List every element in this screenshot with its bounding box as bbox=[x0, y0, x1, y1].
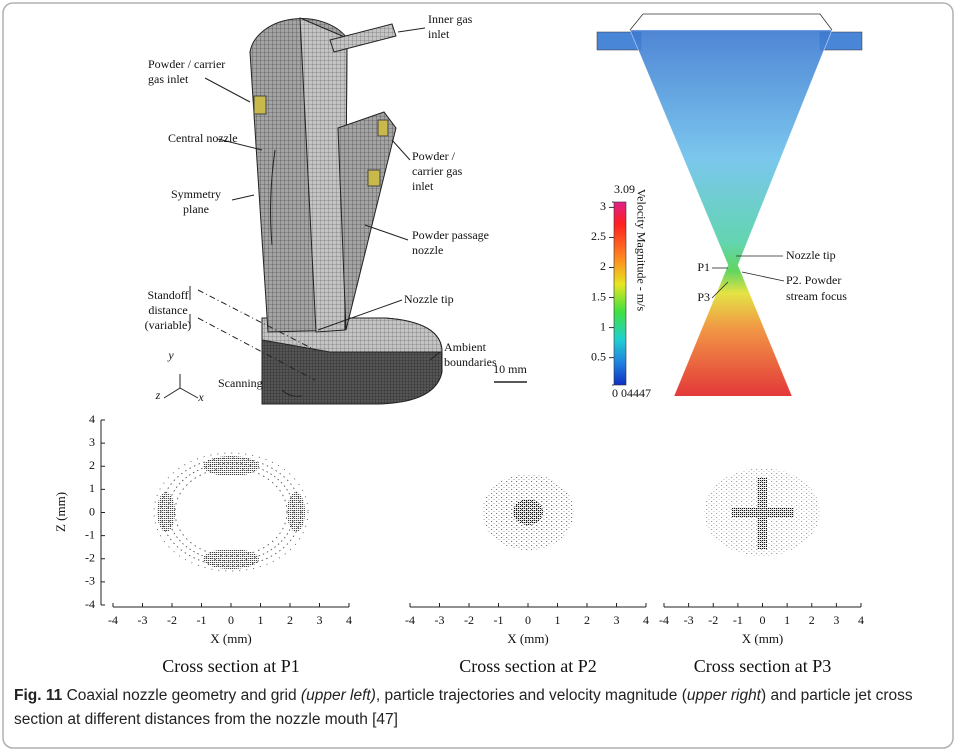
x-tick-label: -3 bbox=[138, 613, 148, 627]
diagram-label: Powder / bbox=[412, 149, 456, 163]
diagram-label: (variable) bbox=[145, 318, 192, 332]
diagram-label: P3 bbox=[697, 290, 710, 304]
colorbar-tick-label: 3 bbox=[600, 199, 606, 213]
x-tick-label: 3 bbox=[833, 613, 839, 627]
caption-text: Coaxial nozzle geometry and grid bbox=[66, 687, 301, 704]
panel-title: Cross section at P3 bbox=[694, 656, 832, 676]
x-tick-label: 3 bbox=[614, 613, 620, 627]
particle-clouds bbox=[153, 452, 820, 572]
diagram-label: P2. Powder bbox=[786, 273, 841, 287]
x-axis-label: X (mm) bbox=[210, 631, 252, 646]
x-tick-label: 1 bbox=[555, 613, 561, 627]
x-tick-label: -3 bbox=[435, 613, 445, 627]
caption-text: (upper left) bbox=[300, 687, 376, 704]
x-tick-label: 1 bbox=[258, 613, 264, 627]
x-tick-label: -1 bbox=[494, 613, 504, 627]
x-tick-label: 4 bbox=[858, 613, 864, 627]
diagram-label: P1 bbox=[697, 260, 710, 274]
x-axis-label: X (mm) bbox=[507, 631, 549, 646]
y-tick-label: 1 bbox=[89, 481, 95, 495]
diagram-label: inlet bbox=[412, 179, 434, 193]
x-tick-label: -1 bbox=[733, 613, 743, 627]
x-axis-label: X (mm) bbox=[742, 631, 784, 646]
y-tick-label: -3 bbox=[85, 574, 95, 588]
diagram-label: Nozzle tip bbox=[404, 292, 454, 306]
x-tick-label: -4 bbox=[659, 613, 669, 627]
velocity-drawing bbox=[596, 13, 863, 397]
diagram-label: Standoff bbox=[147, 288, 188, 302]
colorbar-max: 3.09 bbox=[614, 182, 635, 196]
panel-title: Cross section at P2 bbox=[459, 656, 597, 676]
colorbar-tick-label: 0.5 bbox=[591, 349, 606, 363]
diagram-label: carrier gas bbox=[412, 164, 463, 178]
x-tick-label: -4 bbox=[405, 613, 415, 627]
x-tick-label: 0 bbox=[228, 613, 234, 627]
x-tick-label: 2 bbox=[809, 613, 815, 627]
panel-title: Cross section at P1 bbox=[162, 656, 300, 676]
diagram-label: Central nozzle bbox=[168, 131, 238, 145]
axis-glyph: x bbox=[197, 390, 204, 404]
y-axis-label: Z (mm) bbox=[53, 492, 68, 532]
x-tick-label: 4 bbox=[346, 613, 352, 627]
x-tick-label: -2 bbox=[167, 613, 177, 627]
colorbar-min: 0 04447 bbox=[612, 386, 651, 400]
diagram-label: gas inlet bbox=[148, 72, 189, 86]
x-tick-label: -4 bbox=[108, 613, 118, 627]
y-tick-label: 0 bbox=[89, 504, 95, 518]
x-tick-label: 4 bbox=[643, 613, 649, 627]
x-tick-label: -3 bbox=[684, 613, 694, 627]
diagram-label: Scanning bbox=[218, 376, 263, 390]
caption: Fig. 11 Coaxial nozzle geometry and grid… bbox=[14, 684, 938, 732]
y-tick-label: 3 bbox=[89, 435, 95, 449]
axis-glyph: z bbox=[155, 388, 161, 402]
x-tick-label: 2 bbox=[287, 613, 293, 627]
diagram-label: Nozzle tip bbox=[786, 248, 836, 262]
x-tick-label: 2 bbox=[584, 613, 590, 627]
diagram-label: Ambient bbox=[444, 340, 487, 354]
diagram-label: boundaries bbox=[444, 355, 497, 369]
diagram-label: nozzle bbox=[412, 243, 443, 257]
nozzle-drawing bbox=[163, 17, 527, 405]
caption-text: upper right bbox=[686, 687, 761, 704]
x-tick-label: 3 bbox=[317, 613, 323, 627]
caption-label: Fig. 11 bbox=[14, 687, 63, 704]
colorbar-tick-label: 1 bbox=[600, 319, 606, 333]
diagram-label: Powder / carrier bbox=[148, 57, 225, 71]
caption-text: , particle trajectories and velocity mag… bbox=[375, 687, 687, 704]
x-tick-label: 1 bbox=[784, 613, 790, 627]
caption-text: ) and particle jet cross section at diff… bbox=[14, 687, 913, 728]
x-tick-label: 0 bbox=[760, 613, 766, 627]
diagram-label: inlet bbox=[428, 27, 450, 41]
diagram-label: Powder passage bbox=[412, 228, 489, 242]
x-tick-label: -2 bbox=[708, 613, 718, 627]
x-tick-label: -1 bbox=[197, 613, 207, 627]
diagram-label: plane bbox=[183, 202, 209, 216]
y-tick-label: 2 bbox=[89, 458, 95, 472]
y-tick-label: -4 bbox=[85, 597, 95, 611]
y-tick-label: -1 bbox=[85, 527, 95, 541]
x-tick-label: -2 bbox=[464, 613, 474, 627]
y-tick-label: 4 bbox=[89, 412, 95, 426]
diagram-label: Inner gas bbox=[428, 12, 473, 26]
colorbar-tick-label: 2.5 bbox=[591, 229, 606, 243]
scale-bar-label: 10 mm bbox=[493, 362, 527, 376]
axis-glyph: y bbox=[167, 348, 174, 362]
y-tick-label: -2 bbox=[85, 551, 95, 565]
diagram-label: distance bbox=[148, 303, 187, 317]
colorbar-title: Velocity Magnitude - m/s bbox=[634, 189, 648, 312]
colorbar-tick-label: 1.5 bbox=[591, 289, 606, 303]
diagram-label: stream focus bbox=[786, 289, 847, 303]
diagram-label: Symmetry bbox=[171, 187, 221, 201]
colorbar-tick-label: 2 bbox=[600, 259, 606, 273]
x-tick-label: 0 bbox=[525, 613, 531, 627]
